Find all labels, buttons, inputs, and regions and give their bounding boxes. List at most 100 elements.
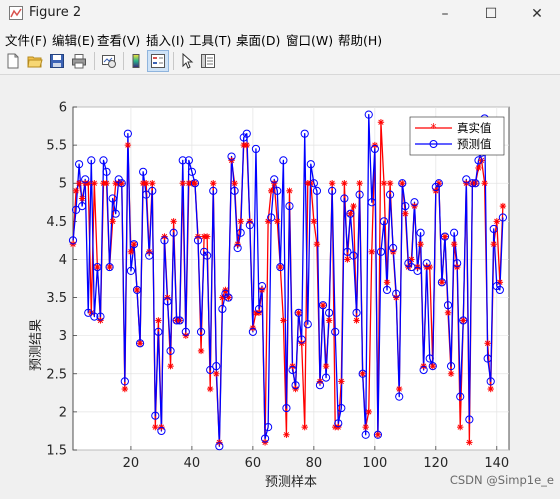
predicted-value-point (215, 442, 224, 451)
open-file-icon (27, 56, 43, 68)
predicted-value-point (178, 156, 187, 165)
menu-bar: 文件(F) 编辑(E) 查看(V) 插入(I) 工具(T) 桌面(D) 窗口(W… (0, 27, 560, 48)
predicted-value-point (242, 129, 251, 138)
predicted-value-point (471, 179, 480, 188)
predicted-value-point (166, 346, 175, 356)
x-tick-label: 20 (123, 456, 140, 471)
true-value-point (466, 439, 473, 446)
close-button[interactable]: ✕ (514, 0, 560, 27)
predicted-value-point (264, 423, 273, 432)
x-tick-label: 100 (362, 456, 387, 471)
insert-colorbar-button[interactable] (126, 51, 146, 71)
true-value-point (106, 263, 113, 271)
edit-plot-button[interactable] (177, 51, 197, 71)
minimize-button[interactable]: – (422, 0, 468, 27)
legend-pred-label: 预测值 (457, 137, 492, 151)
predicted-value-point (257, 282, 267, 291)
y-tick-label: 5 (59, 177, 67, 192)
predicted-value-point (398, 179, 407, 188)
true-value-point (396, 385, 403, 393)
true-value-point (368, 248, 375, 256)
menu-edit[interactable]: 编辑(E) (52, 33, 95, 48)
menu-window[interactable]: 窗口(W) (286, 33, 334, 48)
true-value-point (484, 340, 491, 347)
true-value-point (191, 180, 199, 187)
predicted-value-point (248, 327, 257, 336)
true-value-point (94, 263, 101, 271)
predicted-value-point (416, 228, 425, 237)
minimize-icon: – (441, 5, 449, 22)
x-tick-label: 40 (184, 456, 201, 471)
grid-lines (73, 106, 509, 451)
toolbar (0, 48, 560, 75)
legend[interactable]: * 真实值 预测值 (409, 116, 505, 156)
true-value-point (213, 370, 220, 377)
predicted-value-point (142, 190, 151, 199)
property-inspector-button[interactable] (198, 51, 218, 71)
true-value-point (386, 180, 394, 187)
predicted-value-point (148, 186, 157, 195)
open-file-button[interactable] (25, 51, 45, 71)
predicted-value-point (468, 179, 477, 188)
true-value-point (362, 423, 369, 431)
predicted-value-point (379, 217, 389, 226)
true-value-point (78, 195, 86, 202)
save-icon (50, 54, 64, 68)
true-value-point (475, 164, 482, 172)
predicted-value-point (309, 179, 318, 188)
true-value-point (243, 141, 250, 149)
true-value-point (328, 180, 336, 187)
save-button[interactable] (47, 51, 67, 71)
true-value-point (399, 180, 406, 187)
predicted-value-point (276, 262, 285, 272)
predicted-value-point (160, 236, 169, 245)
predicted-value-point (71, 205, 81, 214)
true-value-point (283, 431, 290, 438)
x-tick-label: 120 (423, 456, 448, 471)
print-button[interactable] (69, 51, 89, 71)
menu-desktop[interactable]: 桌面(D) (236, 33, 281, 48)
true-value-point (490, 241, 497, 248)
menu-insert[interactable]: 插入(I) (146, 33, 185, 48)
predicted-value-point (154, 327, 163, 336)
predicted-value-point (74, 160, 84, 169)
maximize-button[interactable]: ☐ (468, 0, 514, 27)
predicted-value-point (87, 156, 96, 165)
true-value-point (444, 309, 452, 316)
predicted-value-point (331, 327, 340, 336)
predicted-value-point (227, 152, 236, 161)
true-value-point (313, 241, 321, 248)
true-value-point (167, 362, 174, 370)
menu-file[interactable]: 文件(F) (5, 33, 47, 48)
menu-view[interactable]: 查看(V) (97, 33, 141, 48)
predicted-value-point (102, 167, 111, 176)
menu-tools[interactable]: 工具(T) (189, 33, 232, 48)
menu-help[interactable]: 帮助(H) (338, 33, 383, 48)
predicted-value-point (425, 354, 434, 363)
true-value-point (152, 423, 159, 431)
series-markers (68, 110, 508, 451)
true-value-point (155, 317, 162, 324)
predicted-value-point (306, 160, 315, 169)
predicted-value-point (370, 144, 379, 154)
predicted-value-point (385, 190, 395, 199)
link-plot-button[interactable] (99, 51, 119, 71)
line-chart[interactable]: 1.5 2 2.5 3 3.5 4 4.5 5 5.5 6 20 40 60 80 100 120 140 预测… (0, 75, 560, 496)
predicted-value-point (419, 365, 428, 375)
true-value-point (210, 180, 217, 187)
predicted-value-point (270, 175, 279, 184)
new-figure-button[interactable] (3, 51, 23, 71)
predicted-value-point (303, 320, 312, 329)
true-value-point (341, 180, 348, 187)
true-value-point (142, 180, 150, 187)
predicted-value-point (312, 186, 322, 195)
insert-legend-button[interactable] (147, 50, 169, 72)
x-tick-label: 140 (484, 456, 509, 471)
true-value-point (460, 317, 467, 324)
predicted-value-point (459, 316, 468, 325)
predicted-value-point (294, 308, 303, 317)
y-tick-label: 4 (59, 253, 67, 268)
predicted-value-point (376, 247, 386, 256)
true-value-point (438, 279, 446, 286)
true-value-point (127, 248, 135, 256)
